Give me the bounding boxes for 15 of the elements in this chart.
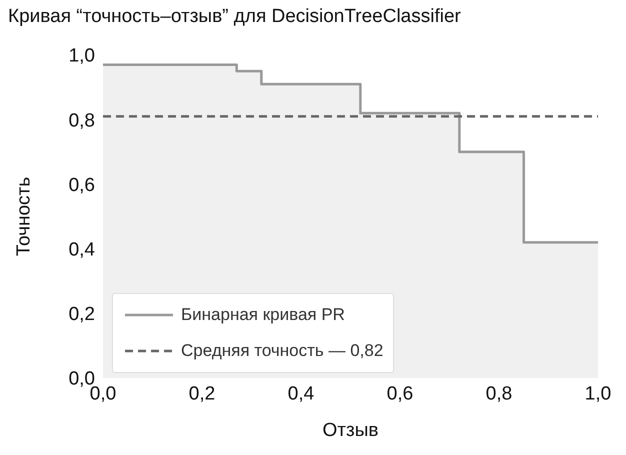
x-tick-label: 0,6 <box>386 383 414 404</box>
x-tick-label: 0,2 <box>188 383 216 404</box>
y-tick-label: 0,2 <box>68 304 95 326</box>
x-tick-label: 0,4 <box>288 383 315 404</box>
x-tick-label: 0,8 <box>486 383 512 404</box>
y-tick-label: 0,4 <box>68 240 96 261</box>
x-axis-title: Отзыв <box>322 420 378 441</box>
y-tick-label: 0,8 <box>68 110 95 132</box>
legend-label: Бинарная кривая PR <box>181 305 345 325</box>
legend-label: Средняя точность — 0,82 <box>181 341 384 361</box>
y-axis-title: Точность <box>14 176 35 256</box>
y-tick-label: 0,6 <box>68 174 95 196</box>
y-tick-label: 1,0 <box>68 46 95 67</box>
x-tick-label: 1,0 <box>584 383 612 404</box>
chart-title: Кривая “точность–отзыв” для DecisionTreeClassifier <box>8 6 461 28</box>
